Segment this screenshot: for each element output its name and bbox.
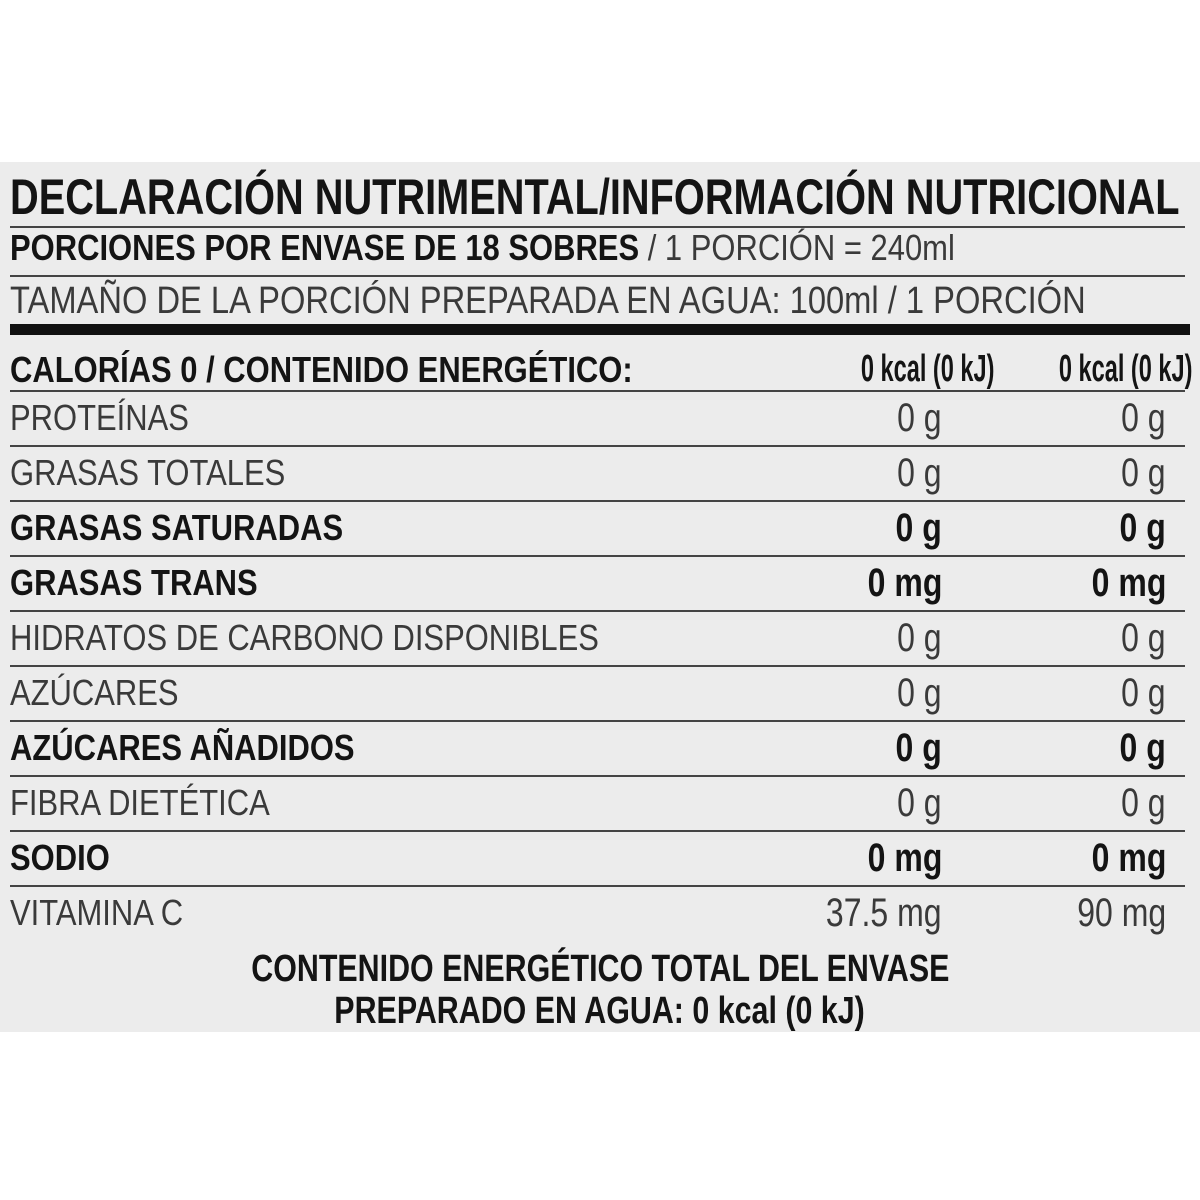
portion-size: / 1 PORCIÓN = 240ml [647, 227, 955, 268]
total-energy-line1: CONTENIDO ENERGÉTICO TOTAL DEL ENVASE [0, 950, 1200, 988]
value-per-portion: 0 mg [1091, 561, 1166, 605]
row-divider [10, 445, 1185, 447]
value-per-portion: 0 g [1121, 616, 1166, 660]
total-energy-line2: PREPARADO EN AGUA: 0 kcal (0 kJ) [0, 992, 1200, 1030]
value-per-100ml: 37.5 mg [826, 891, 942, 935]
row-divider [10, 720, 1185, 722]
servings-bold: PORCIONES POR ENVASE DE 18 SOBRES [10, 227, 640, 268]
nutrient-label: FIBRA DIETÉTICA [10, 782, 270, 823]
divider [10, 390, 1185, 392]
nutrient-label: AZÚCARES [10, 672, 179, 713]
total-energy-text1: CONTENIDO ENERGÉTICO TOTAL DEL ENVASE [250, 948, 950, 990]
value-per-portion: 0 mg [1091, 836, 1166, 880]
label-title: DECLARACIÓN NUTRIMENTAL/INFORMACIÓN NUTR… [10, 169, 1180, 225]
thick-divider [10, 324, 1190, 335]
servings-per-container: PORCIONES POR ENVASE DE 18 SOBRES / 1 PO… [10, 230, 955, 266]
row-divider [10, 500, 1185, 502]
nutrient-label: GRASAS TOTALES [10, 452, 286, 493]
divider [10, 275, 1185, 277]
row-divider [10, 830, 1185, 832]
serving-size: TAMAÑO DE LA PORCIÓN PREPARADA EN AGUA: … [10, 280, 1086, 322]
nutrient-label: SODIO [10, 837, 110, 878]
row-divider [10, 665, 1185, 667]
nutrition-label [0, 162, 1200, 1032]
value-per-portion: 0 g [1119, 506, 1166, 550]
nutrient-label: GRASAS TRANS [10, 562, 258, 603]
value-per-portion: 0 g [1121, 781, 1166, 825]
value-per-100ml: 0 mg [867, 836, 942, 880]
value-per-100ml: 0 g [897, 396, 942, 440]
value-per-portion: 0 g [1121, 396, 1166, 440]
nutrient-label: PROTEÍNAS [10, 397, 189, 438]
value-per-100ml: 0 g [895, 726, 942, 770]
energy-col1: 0 kcal (0 kJ) [860, 348, 994, 390]
row-divider [10, 555, 1185, 557]
value-per-portion: 90 mg [1077, 891, 1166, 935]
value-per-100ml: 0 g [897, 781, 942, 825]
value-per-100ml: 0 g [897, 451, 942, 495]
row-divider [10, 775, 1185, 777]
nutrient-label: AZÚCARES AÑADIDOS [10, 727, 355, 768]
nutrient-label: HIDRATOS DE CARBONO DISPONIBLES [10, 617, 599, 658]
nutrient-label: GRASAS SATURADAS [10, 507, 344, 548]
divider [10, 226, 1185, 228]
row-divider [10, 610, 1185, 612]
value-per-100ml: 0 mg [867, 561, 942, 605]
value-per-portion: 0 g [1121, 671, 1166, 715]
energy-label: CALORÍAS 0 / CONTENIDO ENERGÉTICO: [10, 349, 633, 390]
value-per-100ml: 0 g [895, 506, 942, 550]
value-per-portion: 0 g [1121, 451, 1166, 495]
value-per-portion: 0 g [1119, 726, 1166, 770]
value-per-100ml: 0 g [897, 616, 942, 660]
row-divider [10, 885, 1185, 887]
energy-col2: 0 kcal (0 kJ) [1058, 348, 1192, 390]
value-per-100ml: 0 g [897, 671, 942, 715]
nutrient-label: VITAMINA C [10, 892, 184, 933]
total-energy-text2: PREPARADO EN AGUA: 0 kcal (0 kJ) [334, 990, 866, 1032]
